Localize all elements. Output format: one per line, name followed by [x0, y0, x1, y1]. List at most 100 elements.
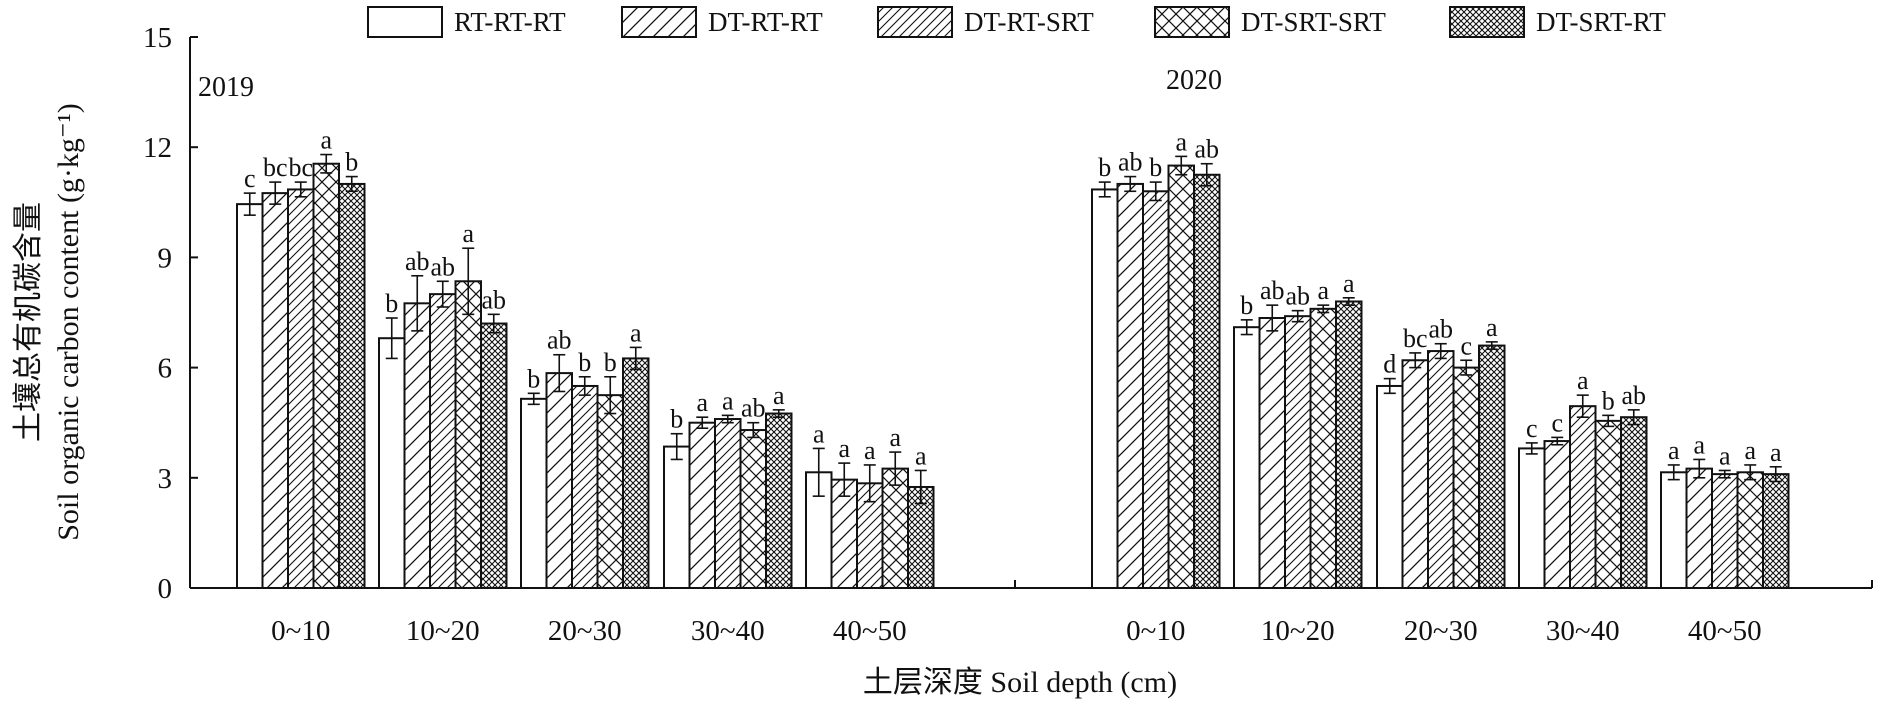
significance-letter: ab: [1428, 315, 1453, 344]
bar-rt-rt-rt: [378, 337, 406, 590]
bar-rt-rt-rt: [1091, 188, 1119, 589]
y-axis-title-en: Soil organic carbon content (g·kg⁻¹): [52, 103, 85, 541]
legend-label: DT-RT-RT: [708, 7, 823, 37]
y-axis-title-cn: 土壤总有机碳含量: [12, 202, 45, 442]
bar-dt-srt-rt: [1335, 300, 1363, 589]
significance-letter: a: [838, 434, 850, 463]
bar-dt-rt-rt: [1258, 317, 1286, 589]
significance-letter: a: [696, 388, 708, 417]
bar-dt-srt-rt: [1762, 473, 1790, 590]
y-tick-label: 6: [158, 353, 173, 385]
significance-letter: ab: [1621, 381, 1646, 410]
significance-letter: a: [915, 441, 927, 470]
x-axis: 0~10 10~20 20~30 30~40 40~50 0~10 10~20 20~30 30…: [190, 580, 1873, 647]
significance-letter: bc: [263, 153, 288, 182]
significance-letter: b: [1149, 153, 1162, 182]
significance-letter: bc: [288, 153, 313, 182]
x-category-label: 40~50: [833, 615, 907, 647]
bar-dt-rt-srt: [1284, 315, 1312, 589]
bar-dt-rt-rt: [1685, 467, 1713, 589]
bar-dt-srt-rt: [1620, 416, 1648, 589]
significance-letter: a: [1486, 313, 1498, 342]
bar-dt-rt-srt: [429, 293, 457, 589]
significance-letter: a: [889, 423, 901, 452]
significance-letter: ab: [741, 394, 766, 423]
x-category-label: 10~20: [1261, 615, 1335, 647]
bar-rt-rt-rt: [1660, 471, 1688, 590]
y-tick-label: 15: [143, 22, 172, 54]
legend-swatch: [367, 6, 443, 38]
bar-dt-srt-srt: [1736, 471, 1764, 590]
significance-letter: b: [385, 289, 398, 318]
significance-letter: c: [1551, 408, 1563, 437]
bar-dt-rt-rt: [688, 421, 716, 590]
panel-year-label: 2019: [198, 72, 254, 103]
bar-dt-rt-srt: [287, 188, 315, 589]
significance-letter: ab: [1260, 276, 1285, 305]
y-tick-label: 3: [158, 463, 173, 495]
bar-dt-rt-rt: [261, 192, 289, 589]
significance-letter: a: [864, 436, 876, 465]
significance-letter: b: [670, 405, 683, 434]
x-category-label: 20~30: [1404, 615, 1478, 647]
significance-letter: a: [1175, 127, 1187, 156]
legend-label: DT-RT-SRT: [964, 7, 1094, 37]
legend: RT-RT-RT DT-RT-RT DT-RT-SRT DT-SRT-SRT DT-SR…: [367, 6, 1666, 38]
significance-letter: ab: [481, 285, 506, 314]
legend-swatch: [877, 6, 953, 38]
bar-dt-rt-rt: [403, 302, 431, 589]
x-category-label: 40~50: [1688, 615, 1762, 647]
legend-swatch: [1154, 6, 1230, 38]
bar-dt-srt-srt: [454, 280, 482, 589]
panel-year-label: 2020: [1166, 65, 1222, 96]
bar-rt-rt-rt: [1233, 326, 1261, 589]
significance-letter: a: [813, 419, 825, 448]
bar-rt-rt-rt: [663, 445, 691, 589]
x-category-label: 30~40: [691, 615, 765, 647]
bar-dt-srt-rt: [765, 412, 793, 589]
significance-letter: b: [604, 348, 617, 377]
significance-letter: c: [244, 164, 256, 193]
significance-letter: a: [320, 126, 332, 155]
significance-letter: a: [462, 219, 474, 248]
significance-letter: a: [630, 318, 642, 347]
significance-letter: c: [1526, 414, 1538, 443]
legend-label: RT-RT-RT: [454, 7, 566, 37]
bar-dt-srt-rt: [480, 322, 508, 589]
significance-letter: b: [527, 364, 540, 393]
bar-dt-rt-srt: [1569, 405, 1597, 590]
bar-dt-srt-rt: [1478, 344, 1506, 589]
significance-letter: ab: [1285, 282, 1310, 311]
bar-dt-srt-srt: [1309, 307, 1337, 589]
bar-marks: [236, 153, 1790, 590]
significance-letter: a: [722, 386, 734, 415]
x-category-label: 30~40: [1546, 615, 1620, 647]
legend-swatch: [621, 6, 697, 38]
significance-letter: a: [1317, 276, 1329, 305]
significance-letter: b: [578, 348, 591, 377]
bar-rt-rt-rt: [520, 397, 548, 589]
y-tick-label: 12: [143, 132, 172, 164]
bar-dt-rt-rt: [1543, 440, 1571, 590]
legend-label: DT-SRT-RT: [1536, 7, 1666, 37]
significance-letter: b: [1098, 153, 1111, 182]
significance-letter: b: [1240, 291, 1253, 320]
significance-letter: c: [1460, 331, 1472, 360]
legend-swatch: [1449, 6, 1525, 38]
bar-rt-rt-rt: [805, 471, 833, 590]
x-category-label: 0~10: [271, 615, 330, 647]
significance-letter: b: [1602, 386, 1615, 415]
bar-dt-srt-srt: [881, 467, 909, 589]
significance-letter: a: [1719, 441, 1731, 470]
significance-letter: ab: [1194, 135, 1219, 164]
bar-dt-rt-srt: [1427, 350, 1455, 589]
significance-letter: bc: [1403, 324, 1428, 353]
y-tick-label: 9: [158, 242, 173, 274]
significance-letter: ab: [430, 252, 455, 281]
x-category-label: 0~10: [1126, 615, 1185, 647]
significance-letter: a: [1693, 430, 1705, 459]
bar-dt-rt-rt: [545, 372, 573, 589]
bar-dt-rt-srt: [1142, 190, 1170, 589]
significance-letter: a: [773, 381, 785, 410]
